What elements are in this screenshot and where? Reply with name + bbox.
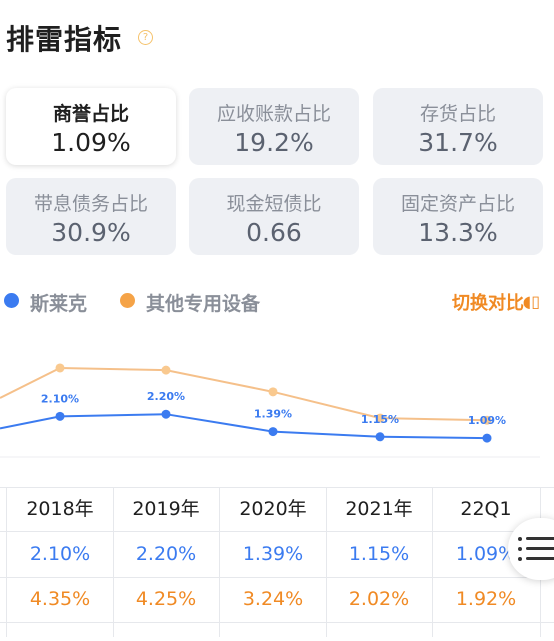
table-col-divider [6,487,7,637]
metric-value: 31.7% [418,128,498,157]
table-row: 4.35% 4.25% 3.24% 2.02% 1.92% [0,577,554,622]
menu-icon-bar [526,537,554,540]
page-title: 排雷指标 [6,23,123,56]
metric-label: 带息债务占比 [33,193,148,215]
metric-label: 商誉占比 [52,103,129,125]
others-data-point [55,363,65,373]
slac-data-point [268,427,278,437]
menu-icon-dot [518,537,522,541]
table-header-cell: 22Q1 [460,498,512,520]
table-cell: 2.02% [348,588,410,610]
table-header-cell: 2019年 [132,498,200,520]
data-label: 2.10% [41,392,79,405]
data-label: 1.15% [361,413,399,426]
metric-value: 30.9% [51,218,131,247]
data-label: 1.09% [468,414,506,427]
metric-label: 固定资产占比 [400,193,515,215]
metric-label: 存货占比 [419,103,496,125]
table-cell: 2.10% [29,543,91,565]
menu-icon-bar [526,547,554,550]
line-chart: 2.10% 2.20% 1.39% 1.15% 1.09% [0,363,540,458]
table-cell: 4.35% [29,588,91,610]
metric-card-goodwill[interactable]: 商誉占比 1.09% [6,88,176,165]
table-divider [0,531,554,532]
slac-data-point [375,432,385,442]
switch-compare-icon[interactable]: ◖▯ [522,292,540,311]
table-col-divider [113,487,114,637]
others-data-point [375,413,385,423]
table-cell: 2.20% [135,543,197,565]
series2-legend-dot [120,293,135,308]
menu-button[interactable] [508,518,554,580]
table-header-row: 2018年 2019年 2020年 2021年 22Q1 [0,487,554,532]
chart-legend: 斯莱克 其他专用设备 切换对比 ◖▯ [0,288,554,315]
series-points-slac [55,409,492,443]
series1-legend-dot [4,293,19,308]
table-col-divider [219,487,220,637]
table-col-divider [326,487,327,637]
switch-compare-button[interactable]: 切换对比 [452,293,524,314]
table-row: 2.10% 2.20% 1.39% 1.15% 1.09% [0,532,554,577]
metric-card-interest-debt[interactable]: 带息债务占比 30.9% [6,178,176,255]
others-data-point [482,415,492,425]
metric-label: 现金短债比 [226,193,322,215]
table-cell: 1.39% [242,543,304,565]
menu-icon-dot [518,557,522,561]
table-divider [0,622,554,623]
table-header-cell: 2021年 [345,498,413,520]
slac-data-point [55,411,65,421]
menu-icon-dot [518,547,522,551]
slac-data-point [161,409,171,419]
metric-value: 19.2% [234,128,314,157]
metric-value: 0.66 [246,218,302,247]
table-divider [0,577,554,578]
slac-data-point [482,433,492,443]
legend-series1-label: 斯莱克 [30,293,88,315]
others-data-point [268,387,278,397]
help-icon[interactable]: ? [138,30,153,45]
table-col-divider [432,487,433,637]
table-cell: 4.25% [135,588,197,610]
series-points-others [55,363,492,425]
table-header-cell: 2020年 [239,498,307,520]
metric-value: 1.09% [51,128,131,157]
table-cell: 1.09% [455,543,517,565]
data-label: 2.20% [147,390,185,403]
series-line-slac [0,413,488,440]
metric-card-receivables[interactable]: 应收账款占比 19.2% [189,88,359,165]
metric-value: 13.3% [418,218,498,247]
series-data-labels: 2.10% 2.20% 1.39% 1.15% 1.09% [41,390,506,427]
table-cell: 3.24% [242,588,304,610]
metric-card-fixed-assets[interactable]: 固定资产占比 13.3% [373,178,543,255]
metric-card-inventory[interactable]: 存货占比 31.7% [373,88,543,165]
legend-series2-label: 其他专用设备 [146,293,261,315]
metric-card-cash-short-debt[interactable]: 现金短债比 0.66 [189,178,359,255]
series-line-others [0,366,488,422]
table-cell: 1.15% [348,543,410,565]
data-label: 1.39% [254,408,292,421]
table-divider [0,487,554,488]
table-cell: 1.92% [455,588,517,610]
table-header-cell: 2018年 [26,498,94,520]
metric-label: 应收账款占比 [216,103,331,125]
menu-icon-bar [526,557,554,560]
others-data-point [161,365,171,375]
